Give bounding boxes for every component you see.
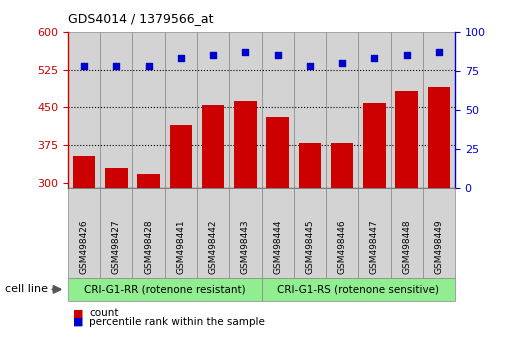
Text: GSM498444: GSM498444	[273, 220, 282, 274]
Text: GDS4014 / 1379566_at: GDS4014 / 1379566_at	[68, 12, 213, 25]
Bar	[234, 101, 257, 188]
Bar	[229, 32, 262, 188]
Point	[370, 56, 379, 61]
Bar	[331, 143, 354, 188]
Text: GSM498426: GSM498426	[79, 220, 88, 274]
Bar	[132, 32, 165, 188]
Text: count: count	[89, 308, 118, 318]
Point	[305, 63, 314, 69]
Bar	[105, 167, 128, 188]
Point	[80, 63, 88, 69]
Text: GSM498443: GSM498443	[241, 220, 250, 274]
Text: GSM498442: GSM498442	[209, 220, 218, 274]
Text: CRI-G1-RR (rotenone resistant): CRI-G1-RR (rotenone resistant)	[84, 284, 246, 295]
Bar	[423, 32, 455, 188]
Bar	[294, 32, 326, 188]
Bar	[73, 156, 95, 188]
Bar	[266, 117, 289, 188]
Text: GSM498445: GSM498445	[305, 220, 314, 274]
Text: GSM498441: GSM498441	[176, 220, 185, 274]
Bar	[395, 91, 418, 188]
Bar	[100, 32, 132, 188]
Bar	[165, 32, 197, 188]
Bar	[197, 32, 229, 188]
Bar	[68, 32, 100, 188]
Point	[241, 49, 249, 55]
Point	[435, 49, 443, 55]
Bar	[169, 125, 192, 188]
Text: cell line: cell line	[5, 284, 48, 295]
Bar	[262, 32, 294, 188]
Bar	[391, 32, 423, 188]
Text: CRI-G1-RS (rotenone sensitive): CRI-G1-RS (rotenone sensitive)	[277, 284, 439, 295]
Bar	[363, 103, 385, 188]
Text: GSM498447: GSM498447	[370, 220, 379, 274]
Point	[177, 56, 185, 61]
Bar	[358, 32, 391, 188]
Bar	[202, 105, 224, 188]
Point	[144, 63, 153, 69]
Text: percentile rank within the sample: percentile rank within the sample	[89, 317, 265, 327]
Text: GSM498427: GSM498427	[112, 220, 121, 274]
Bar	[326, 32, 358, 188]
Bar	[299, 143, 321, 188]
Point	[209, 52, 218, 58]
Point	[403, 52, 411, 58]
Point	[274, 52, 282, 58]
Text: GSM498449: GSM498449	[435, 220, 444, 274]
Text: GSM498448: GSM498448	[402, 220, 411, 274]
Text: GSM498428: GSM498428	[144, 220, 153, 274]
Text: ■: ■	[73, 308, 84, 318]
Text: ■: ■	[73, 317, 84, 327]
Bar	[138, 173, 160, 188]
Bar	[428, 87, 450, 188]
Point	[338, 60, 346, 66]
Text: GSM498446: GSM498446	[338, 220, 347, 274]
Point	[112, 63, 120, 69]
